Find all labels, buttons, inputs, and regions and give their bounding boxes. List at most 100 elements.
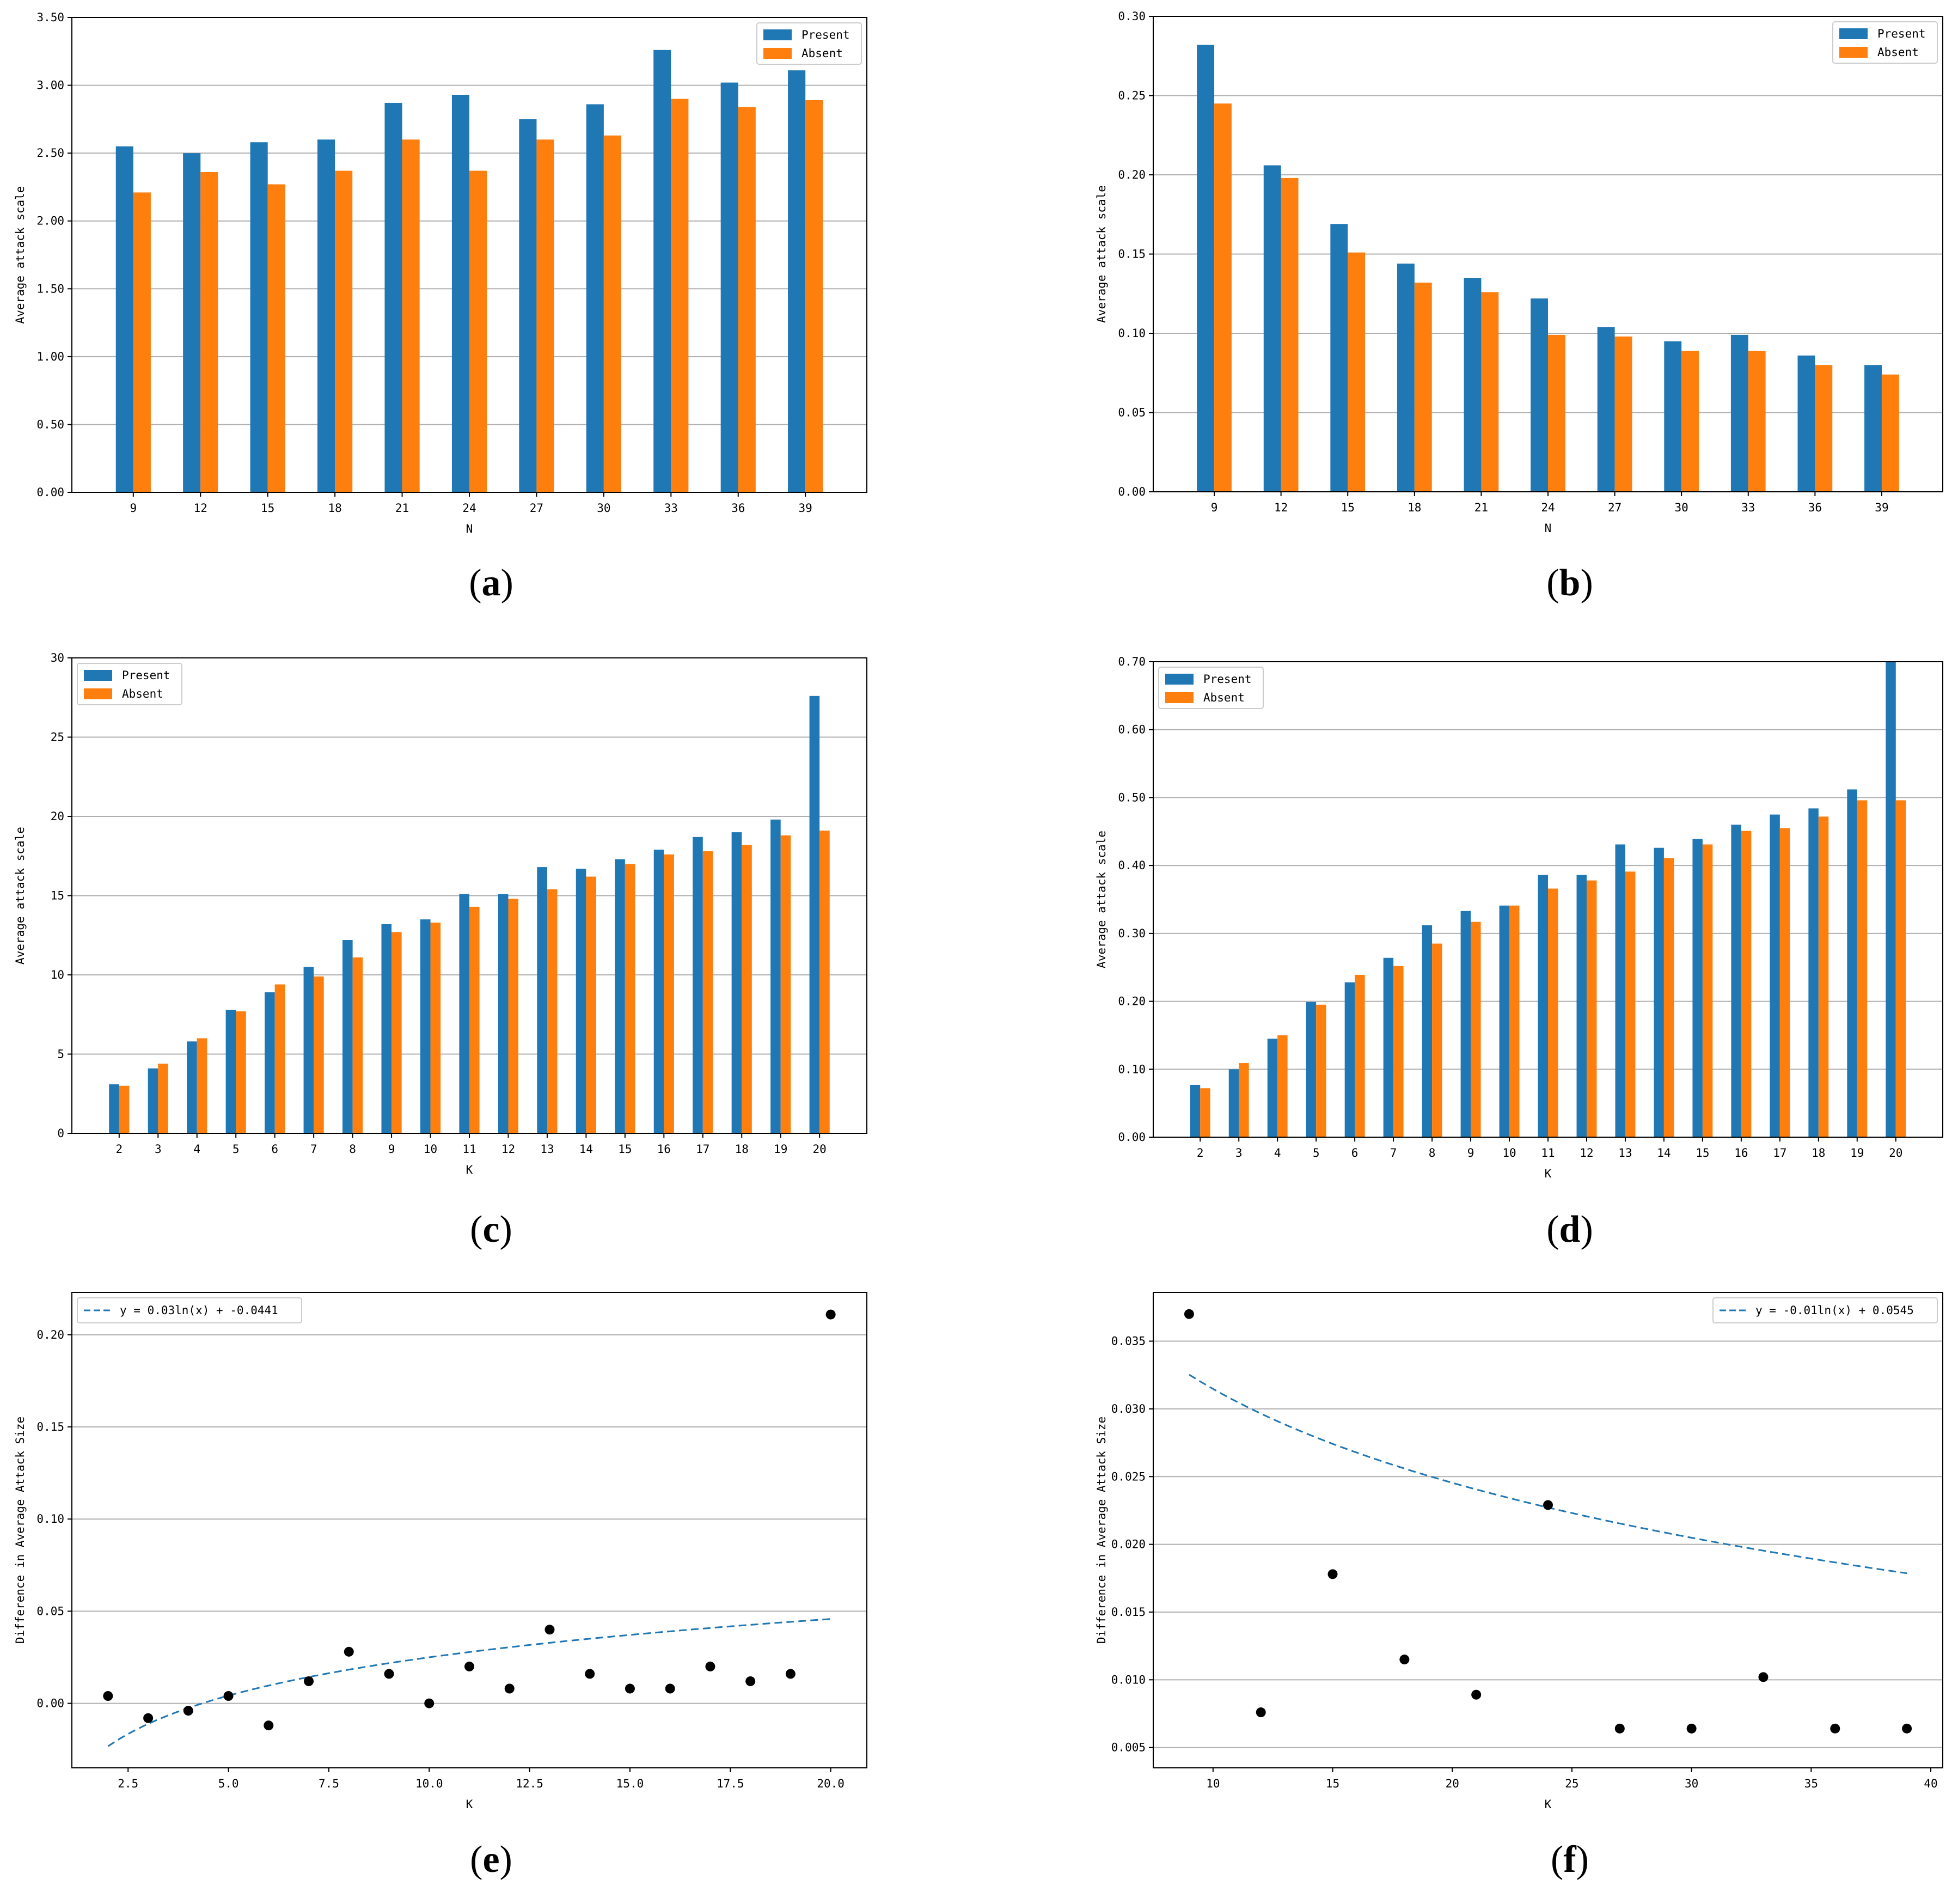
data-point-2	[103, 1691, 113, 1701]
y-tick-label: 0.015	[1111, 1606, 1146, 1619]
bar-absent-24	[1548, 334, 1565, 492]
y-tick-label: 0.05	[1118, 406, 1146, 419]
bar-present-3	[148, 1068, 158, 1133]
bar-present-27	[519, 119, 537, 492]
x-tick-label: 21	[1474, 501, 1488, 514]
data-point-10	[424, 1698, 435, 1708]
x-tick-label: 12	[1580, 1146, 1593, 1160]
bar-present-30	[1664, 341, 1682, 492]
y-tick-label: 0.05	[36, 1604, 64, 1618]
bar-present-9	[381, 924, 392, 1133]
x-tick-label: 11	[462, 1143, 476, 1156]
x-tick-label: 9	[388, 1143, 395, 1156]
data-point-39	[1902, 1723, 1912, 1734]
bar-absent-4	[197, 1038, 207, 1133]
x-tick-label: 12.5	[516, 1777, 543, 1790]
bar-absent-15	[1348, 252, 1366, 492]
panel-caption-b: (b)	[1546, 562, 1593, 604]
bar-absent-39	[1881, 374, 1899, 492]
bar-absent-5	[236, 1011, 246, 1133]
y-axis-label: Average attack scale	[14, 186, 27, 324]
bar-present-8	[342, 939, 353, 1133]
bar-absent-13	[547, 889, 558, 1133]
chart-b: 0.00 0.05 0.10 0.15 0.20 0.25 0.30 9 12 15 18 21 24 2…	[1095, 10, 1943, 535]
y-tick-label: 0.00	[1118, 485, 1146, 498]
x-tick-label: 20	[1446, 1777, 1459, 1790]
x-tick-label: 18	[328, 502, 341, 515]
legend-label-absent: Absent	[1203, 691, 1245, 704]
x-tick-label: 7.5	[319, 1777, 339, 1790]
data-point-14	[585, 1669, 595, 1679]
bar-absent-10	[1509, 905, 1520, 1137]
bar-present-30	[586, 104, 604, 493]
x-tick-label: 17	[1773, 1146, 1786, 1160]
x-tick-label: 39	[1875, 501, 1888, 514]
legend-label-present: Present	[1877, 27, 1926, 40]
bar-absent-30	[1681, 351, 1699, 492]
bar-absent-16	[1741, 831, 1752, 1137]
y-tick-label: 0.20	[1118, 995, 1146, 1008]
y-tick-label: 0.20	[1118, 168, 1146, 181]
x-tick-label: 12	[501, 1143, 515, 1156]
x-tick-label: 13	[1618, 1146, 1632, 1160]
panel-caption-a: (a)	[469, 562, 513, 604]
bar-absent-39	[805, 100, 823, 492]
bar-present-20	[809, 695, 820, 1133]
y-tick-label: 0.25	[1118, 89, 1146, 102]
bar-absent-7	[314, 976, 324, 1133]
x-tick-label: 33	[1741, 501, 1755, 514]
bar-present-15	[1692, 839, 1703, 1137]
legend-label-absent: Absent	[801, 47, 843, 60]
legend-label-absent: Absent	[1877, 46, 1919, 59]
y-tick-label: 0.025	[1111, 1470, 1146, 1483]
bar-absent-33	[1748, 351, 1766, 492]
data-point-15	[1327, 1569, 1338, 1579]
y-tick-label: 10	[51, 968, 64, 981]
bar-present-18	[1397, 263, 1415, 492]
x-axis-label: K	[466, 1798, 473, 1811]
bar-present-39	[1864, 365, 1882, 492]
data-point-19	[785, 1669, 796, 1679]
legend-swatch-present	[1839, 28, 1868, 39]
y-tick-label: 25	[51, 731, 64, 744]
plot-frame-e	[71, 1292, 867, 1768]
y-axis-label: Average attack scale	[14, 827, 27, 965]
legend-fit-label: y = -0.01ln(x) + 0.0545	[1755, 1304, 1914, 1317]
legend-label-present: Present	[1203, 673, 1252, 686]
bar-present-12	[1263, 165, 1281, 492]
y-tick-label: 0.005	[1111, 1741, 1146, 1754]
x-tick-label: 9	[1467, 1146, 1474, 1160]
data-point-9	[1184, 1309, 1194, 1319]
legend: y = 0.03ln(x) + -0.0441	[77, 1297, 302, 1323]
data-point-20	[825, 1309, 836, 1320]
x-tick-label: 6	[271, 1143, 278, 1156]
data-point-9	[384, 1669, 394, 1679]
bar-present-2	[1190, 1084, 1201, 1137]
bar-absent-19	[1857, 800, 1868, 1137]
bar-present-27	[1597, 327, 1615, 492]
bar-present-13	[537, 867, 547, 1133]
legend-box	[1712, 1297, 1938, 1323]
bar-absent-10	[430, 922, 441, 1133]
x-tick-label: 14	[1657, 1146, 1671, 1160]
bar-absent-12	[1281, 178, 1299, 492]
x-tick-label: 20.0	[817, 1777, 845, 1790]
legend-label-present: Present	[801, 28, 850, 41]
x-tick-label: 10	[1206, 1777, 1220, 1790]
x-tick-label: 18	[735, 1143, 749, 1156]
bar-present-11	[459, 894, 469, 1133]
x-tick-label: 39	[799, 502, 812, 515]
chart-c: 0 5 10 15 20 25 30 2 3 4 5 6 7 8 9 10 11 12 13 14 15 16 17 18 19…	[14, 651, 867, 1176]
x-tick-label: 16	[1734, 1146, 1748, 1160]
bar-absent-21	[402, 139, 420, 492]
bar-present-5	[1306, 1002, 1317, 1137]
bar-present-18	[731, 832, 742, 1133]
bar-absent-27	[536, 139, 554, 492]
x-tick-label: 15	[1696, 1146, 1709, 1160]
bar-absent-13	[1625, 871, 1636, 1137]
chart-e: 0.00 0.05 0.10 0.15 0.20 2.5 5.0 7.5 10.0 12.5 15.…	[14, 1292, 867, 1811]
bar-absent-5	[1316, 1004, 1326, 1137]
y-tick-label: 0.30	[1118, 10, 1146, 23]
y-tick-label: 0.020	[1111, 1538, 1146, 1551]
